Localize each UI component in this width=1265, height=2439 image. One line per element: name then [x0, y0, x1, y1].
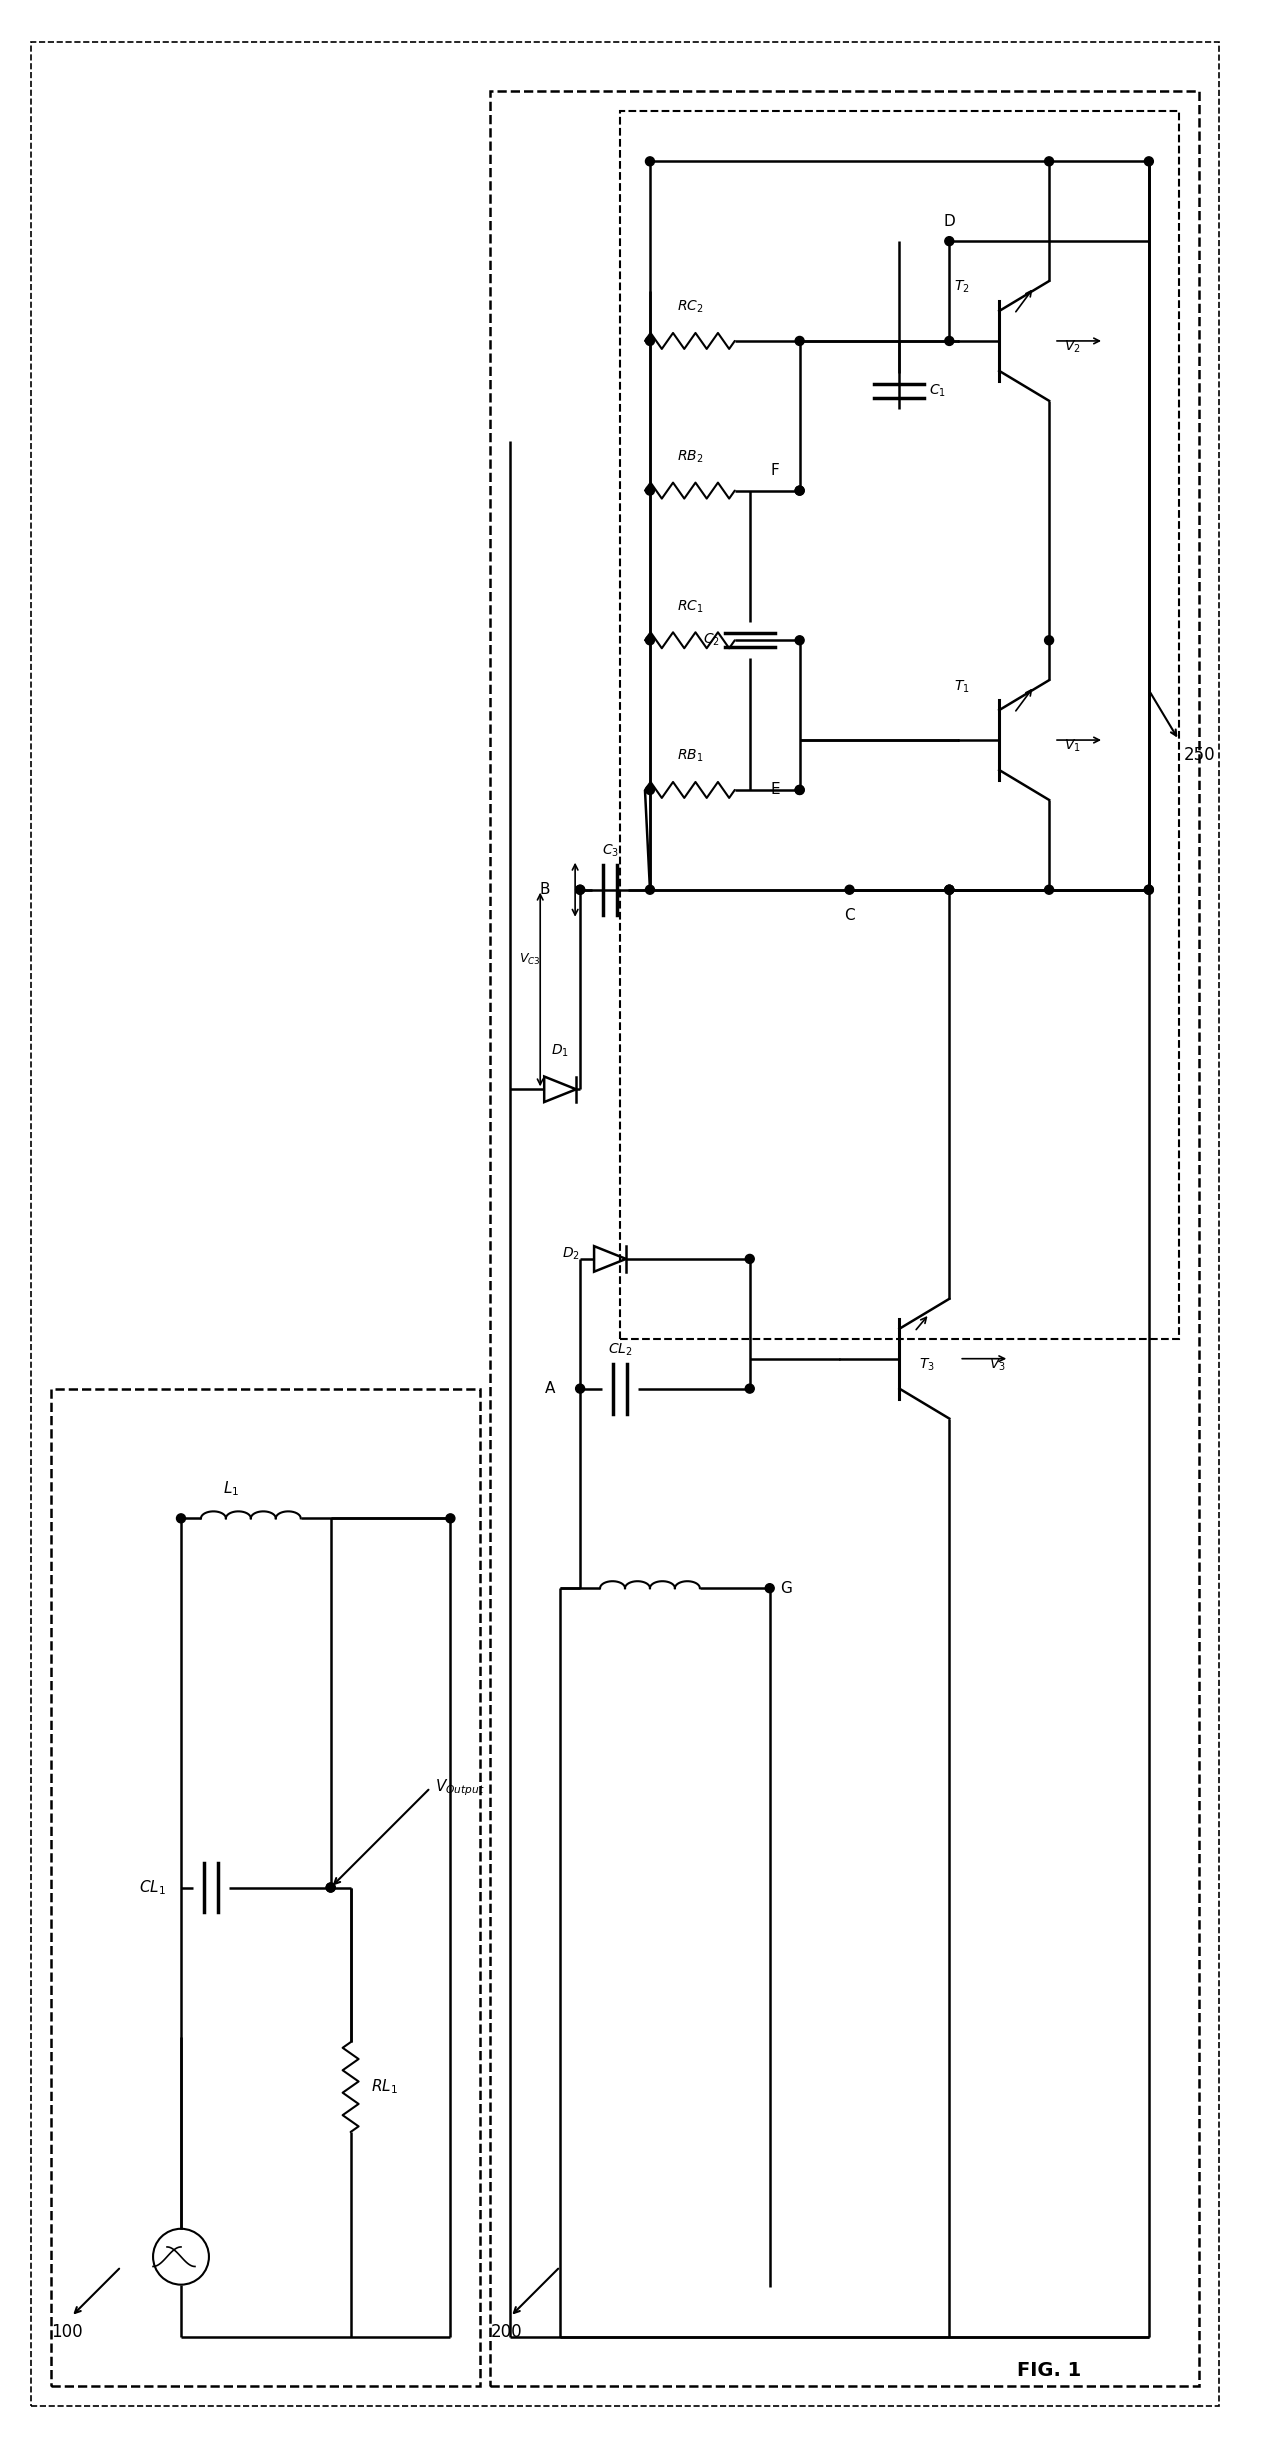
Text: $T_1$: $T_1$ — [954, 678, 970, 695]
Text: G: G — [779, 1580, 792, 1595]
Text: $T_3$: $T_3$ — [920, 1356, 935, 1373]
Circle shape — [645, 785, 654, 795]
Circle shape — [645, 485, 654, 495]
Circle shape — [796, 485, 805, 495]
Text: $L_1$: $L_1$ — [223, 1480, 239, 1498]
Text: A: A — [545, 1380, 555, 1395]
Text: D: D — [944, 215, 955, 229]
Circle shape — [945, 237, 954, 246]
Circle shape — [445, 1515, 455, 1522]
Text: F: F — [770, 463, 779, 478]
Text: $CL_2$: $CL_2$ — [607, 1341, 632, 1359]
Circle shape — [745, 1385, 754, 1393]
Circle shape — [945, 337, 954, 346]
Circle shape — [1045, 637, 1054, 644]
Circle shape — [1145, 885, 1154, 895]
Circle shape — [326, 1883, 335, 1893]
Text: FIG. 1: FIG. 1 — [1017, 2361, 1082, 2380]
Text: $V_{Output}$: $V_{Output}$ — [435, 1778, 486, 1798]
Circle shape — [796, 785, 805, 795]
Circle shape — [177, 1515, 186, 1522]
Circle shape — [576, 885, 584, 895]
Text: $C_2$: $C_2$ — [703, 632, 720, 649]
Text: $RB_2$: $RB_2$ — [677, 449, 703, 466]
Circle shape — [796, 485, 805, 495]
Text: B: B — [540, 883, 550, 898]
Circle shape — [845, 885, 854, 895]
Circle shape — [645, 337, 654, 346]
Text: $D_1$: $D_1$ — [552, 1044, 569, 1059]
Circle shape — [796, 637, 805, 644]
Circle shape — [645, 885, 654, 895]
Text: 250: 250 — [1184, 746, 1216, 763]
Circle shape — [326, 1883, 335, 1893]
Text: $D_2$: $D_2$ — [562, 1246, 581, 1261]
Circle shape — [945, 885, 954, 895]
Text: $RL_1$: $RL_1$ — [371, 2078, 397, 2098]
Text: $CL_1$: $CL_1$ — [139, 1878, 166, 1898]
Circle shape — [645, 156, 654, 166]
Text: 100: 100 — [52, 2322, 83, 2341]
Text: E: E — [770, 783, 779, 798]
Circle shape — [1045, 885, 1054, 895]
Circle shape — [576, 1385, 584, 1393]
Circle shape — [796, 785, 805, 795]
Circle shape — [1145, 885, 1154, 895]
Circle shape — [576, 885, 584, 895]
Text: 200: 200 — [491, 2322, 522, 2341]
Text: $V_1$: $V_1$ — [1064, 739, 1080, 754]
Circle shape — [645, 637, 654, 644]
Text: C: C — [844, 907, 855, 922]
Circle shape — [745, 1254, 754, 1263]
Text: $RB_1$: $RB_1$ — [677, 749, 703, 763]
Circle shape — [765, 1583, 774, 1593]
Text: $V_2$: $V_2$ — [1064, 339, 1080, 356]
Circle shape — [1045, 156, 1054, 166]
Circle shape — [945, 885, 954, 895]
Circle shape — [796, 337, 805, 346]
Text: $T_2$: $T_2$ — [954, 278, 970, 295]
Text: $RC_2$: $RC_2$ — [677, 300, 703, 315]
Text: $V_{C3}$: $V_{C3}$ — [519, 951, 540, 968]
Circle shape — [1145, 156, 1154, 166]
Text: $V_3$: $V_3$ — [989, 1356, 1006, 1373]
Circle shape — [945, 885, 954, 895]
Text: $RC_1$: $RC_1$ — [677, 598, 703, 615]
Text: $C_3$: $C_3$ — [602, 844, 619, 859]
Text: $C_1$: $C_1$ — [930, 383, 946, 400]
